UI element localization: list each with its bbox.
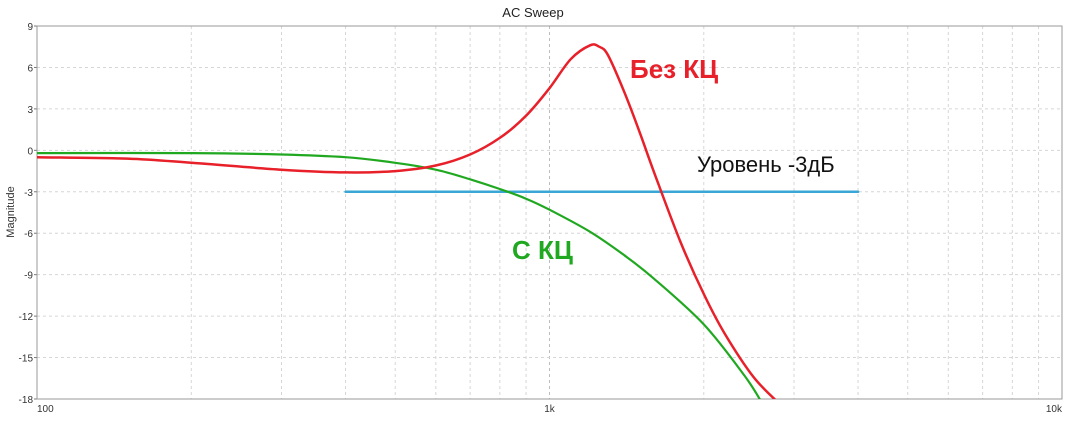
y-tick-label: 3 [27,105,33,116]
series-line-bez-kc [37,43,777,399]
y-axis-label: Magnitude [5,186,17,237]
y-tick-label: -15 [19,354,34,365]
y-tick-label: -9 [24,271,33,282]
annotation-s-kc: С КЦ [512,235,573,265]
y-tick-label: 6 [27,63,33,74]
y-tick-label: -12 [19,312,34,323]
grid [37,25,1062,400]
y-tick-label: -3 [24,188,33,199]
x-tick-label: 1k [544,404,556,415]
y-tick-label: 9 [27,22,33,33]
annotation-bez-kc: Без КЦ [630,54,718,84]
series-lines [37,43,860,399]
x-tick-label: 100 [37,404,54,415]
y-tick-label: -18 [19,395,34,406]
y-tick-label: -6 [24,229,33,240]
annotation-level-3db: Уровень -3дБ [697,152,835,177]
x-tick-label: 10k [1046,404,1063,415]
plot-frame [36,25,1063,400]
chart-title: AC Sweep [502,5,563,20]
series-line-s-kc [37,151,761,399]
y-tick-label: 0 [27,146,33,157]
